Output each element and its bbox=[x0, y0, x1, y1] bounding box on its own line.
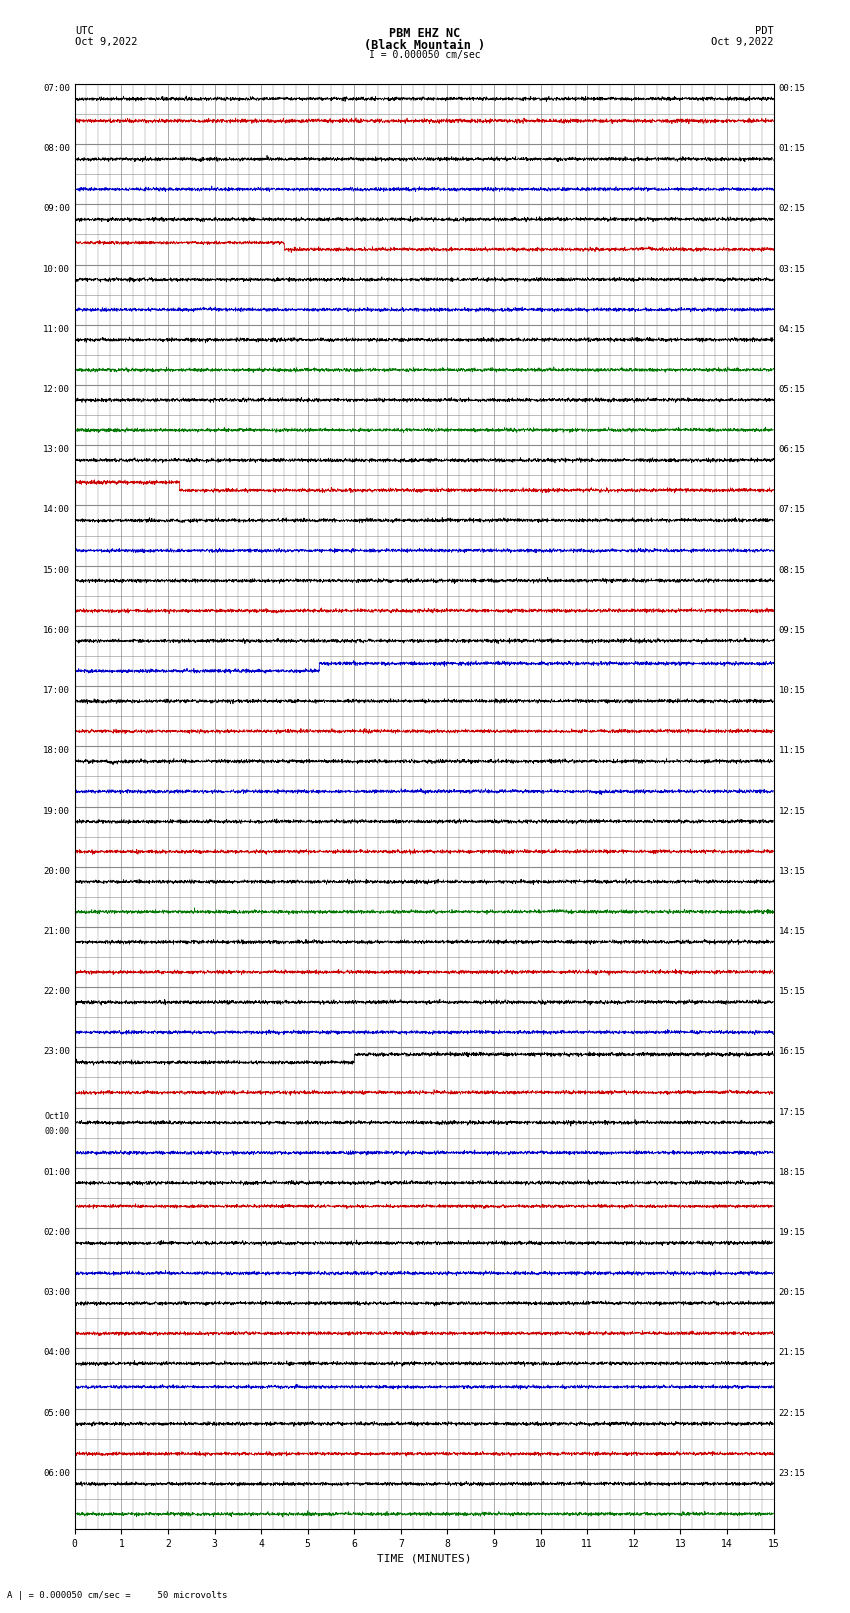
Text: 00:00: 00:00 bbox=[45, 1127, 70, 1136]
Text: 21:00: 21:00 bbox=[43, 927, 70, 936]
Text: 14:00: 14:00 bbox=[43, 505, 70, 515]
Text: 07:00: 07:00 bbox=[43, 84, 70, 94]
Text: 00:15: 00:15 bbox=[779, 84, 805, 94]
Text: 14:15: 14:15 bbox=[779, 927, 805, 936]
Text: 01:00: 01:00 bbox=[43, 1168, 70, 1177]
Text: 16:00: 16:00 bbox=[43, 626, 70, 636]
Text: 18:00: 18:00 bbox=[43, 747, 70, 755]
Text: 21:15: 21:15 bbox=[779, 1348, 805, 1358]
Text: 09:00: 09:00 bbox=[43, 205, 70, 213]
Text: 03:15: 03:15 bbox=[779, 265, 805, 274]
Text: 19:00: 19:00 bbox=[43, 806, 70, 816]
Text: 20:00: 20:00 bbox=[43, 866, 70, 876]
Text: 02:15: 02:15 bbox=[779, 205, 805, 213]
X-axis label: TIME (MINUTES): TIME (MINUTES) bbox=[377, 1553, 472, 1563]
Text: 23:15: 23:15 bbox=[779, 1469, 805, 1478]
Text: UTC: UTC bbox=[75, 26, 94, 35]
Text: 08:15: 08:15 bbox=[779, 566, 805, 574]
Text: 22:00: 22:00 bbox=[43, 987, 70, 997]
Text: 23:00: 23:00 bbox=[43, 1047, 70, 1057]
Text: 20:15: 20:15 bbox=[779, 1289, 805, 1297]
Text: 08:00: 08:00 bbox=[43, 144, 70, 153]
Text: 07:15: 07:15 bbox=[779, 505, 805, 515]
Text: Oct10: Oct10 bbox=[45, 1111, 70, 1121]
Text: 15:15: 15:15 bbox=[779, 987, 805, 997]
Text: 15:00: 15:00 bbox=[43, 566, 70, 574]
Text: 10:15: 10:15 bbox=[779, 686, 805, 695]
Text: 03:00: 03:00 bbox=[43, 1289, 70, 1297]
Text: 13:00: 13:00 bbox=[43, 445, 70, 455]
Text: 01:15: 01:15 bbox=[779, 144, 805, 153]
Text: 12:15: 12:15 bbox=[779, 806, 805, 816]
Text: 05:15: 05:15 bbox=[779, 386, 805, 394]
Text: PBM EHZ NC: PBM EHZ NC bbox=[389, 27, 461, 40]
Text: Oct 9,2022: Oct 9,2022 bbox=[75, 37, 138, 47]
Text: 09:15: 09:15 bbox=[779, 626, 805, 636]
Text: 18:15: 18:15 bbox=[779, 1168, 805, 1177]
Text: Oct 9,2022: Oct 9,2022 bbox=[711, 37, 774, 47]
Text: PDT: PDT bbox=[755, 26, 774, 35]
Text: (Black Mountain ): (Black Mountain ) bbox=[365, 39, 485, 52]
Text: 04:00: 04:00 bbox=[43, 1348, 70, 1358]
Text: 05:00: 05:00 bbox=[43, 1408, 70, 1418]
Text: I = 0.000050 cm/sec: I = 0.000050 cm/sec bbox=[369, 50, 481, 60]
Text: 22:15: 22:15 bbox=[779, 1408, 805, 1418]
Text: 06:00: 06:00 bbox=[43, 1469, 70, 1478]
Text: 12:00: 12:00 bbox=[43, 386, 70, 394]
Text: 16:15: 16:15 bbox=[779, 1047, 805, 1057]
Text: 13:15: 13:15 bbox=[779, 866, 805, 876]
Text: 10:00: 10:00 bbox=[43, 265, 70, 274]
Text: 11:00: 11:00 bbox=[43, 324, 70, 334]
Text: 19:15: 19:15 bbox=[779, 1227, 805, 1237]
Text: 04:15: 04:15 bbox=[779, 324, 805, 334]
Text: 02:00: 02:00 bbox=[43, 1227, 70, 1237]
Text: A | = 0.000050 cm/sec =     50 microvolts: A | = 0.000050 cm/sec = 50 microvolts bbox=[7, 1590, 227, 1600]
Text: 06:15: 06:15 bbox=[779, 445, 805, 455]
Text: 11:15: 11:15 bbox=[779, 747, 805, 755]
Text: 17:00: 17:00 bbox=[43, 686, 70, 695]
Text: 17:15: 17:15 bbox=[779, 1108, 805, 1116]
